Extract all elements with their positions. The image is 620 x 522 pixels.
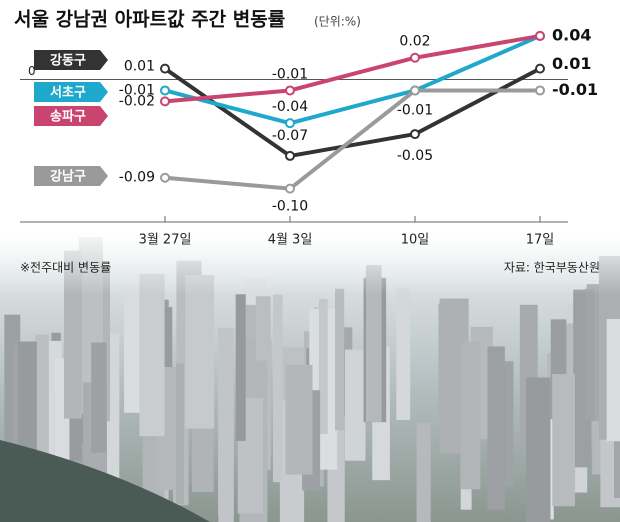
point [285,150,295,161]
series-line [164,34,541,126]
source: 자료: 한국부동산원 [504,261,600,275]
building [285,364,313,475]
building [35,334,49,480]
building [185,275,215,429]
building [438,303,447,426]
value-label: 0.01 [124,59,155,75]
legend-label: 강남구 [50,169,86,185]
series-line [164,88,540,191]
building [335,288,345,431]
legend-box [34,166,108,186]
point [160,172,170,183]
photo-fade [0,225,620,295]
point [410,85,420,96]
value-label: 0.02 [399,34,430,50]
building [584,288,595,421]
value-label: 0.01 [552,54,591,73]
legend-label: 강동구 [50,53,86,69]
building [139,273,165,437]
point [285,118,295,129]
point [160,63,170,74]
legend-box [34,106,108,126]
series-line [163,66,541,158]
building [344,349,366,461]
legend-box [34,50,108,70]
point [535,63,545,74]
value-label: -0.02 [119,93,155,109]
building [124,284,144,413]
point [535,30,545,41]
legend-label: 송파구 [50,110,86,125]
point [285,183,295,194]
y-tick-label: 0 [28,64,36,78]
x-tick-label: 17일 [526,233,555,248]
building [606,318,620,442]
point [535,85,545,96]
point [160,85,170,96]
legend-label: 서초구 [50,86,86,101]
building [318,298,328,434]
value-label: -0.04 [272,99,308,115]
building [396,287,411,421]
series-line [164,33,541,104]
x-tick-label: 3월 27일 [139,233,192,248]
point [285,85,295,96]
x-tick-label: 4월 3일 [268,233,313,248]
value-label: -0.01 [397,102,433,118]
building [218,327,234,516]
x-tick-label: 10일 [401,233,430,248]
value-label: -0.01 [552,80,598,99]
city [4,237,620,522]
note: ※전주대비 변동률 [20,261,111,275]
point [160,96,170,107]
value-label: -0.09 [119,170,155,186]
building [552,374,576,507]
building [525,377,551,522]
building [416,422,431,522]
river [0,440,210,522]
building [460,341,481,490]
building [272,294,283,483]
building [235,294,246,442]
value-label: -0.01 [119,82,155,98]
building [91,342,107,453]
legend-box [34,82,108,102]
building [175,363,184,505]
building [487,346,505,510]
value-label: -0.07 [272,128,308,144]
value-label: -0.05 [397,148,433,164]
point [410,52,420,63]
point [410,129,420,140]
value-label: -0.10 [272,199,308,215]
value-label: -0.01 [272,66,308,82]
chart-title: 서울 강남권 아파트값 주간 변동률 [14,9,285,31]
chart-subtitle: (단위:%) [314,15,361,29]
building [365,265,382,422]
value-label: 0.04 [552,25,591,44]
